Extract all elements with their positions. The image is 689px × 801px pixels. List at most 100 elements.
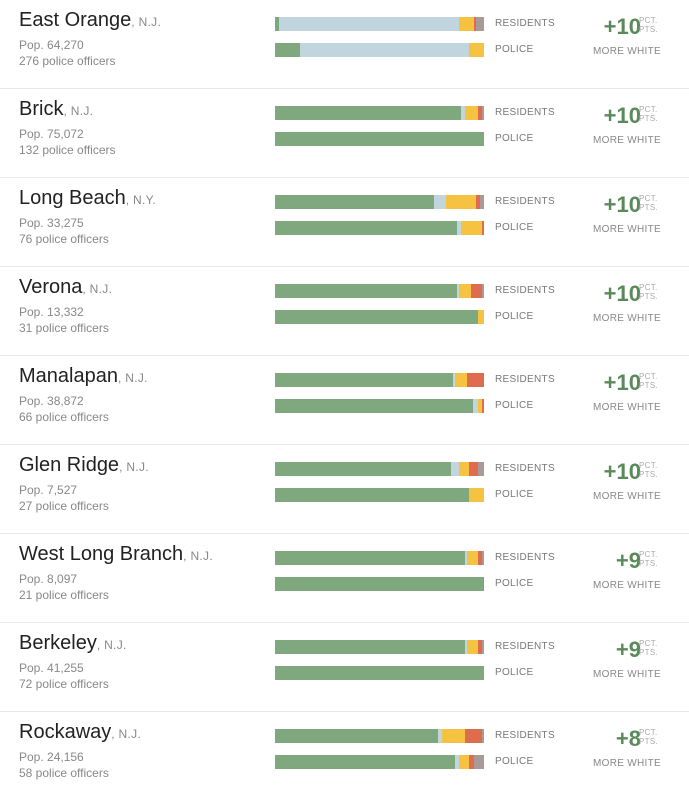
unit-line-2: PTS. [639, 470, 658, 479]
city-state: N.J. [126, 460, 149, 474]
police-segment-white [275, 488, 470, 502]
residents-bar [275, 106, 484, 120]
city-row: Verona, N.J. Pop. 13,332 31 police officer… [0, 267, 689, 356]
city-heading: East Orange, N.J. [19, 9, 161, 32]
change-unit: PCT. PTS. [639, 105, 661, 123]
change-unit: PCT. PTS. [639, 639, 661, 657]
officers-text: 76 police officers [19, 232, 109, 246]
city-row: West Long Branch, N.J. Pop. 8,097 21 polic… [0, 534, 689, 623]
unit-line-1: PCT. [639, 194, 658, 203]
more-white-label: MORE WHITE [593, 224, 661, 235]
residents-segment-hispanic [433, 195, 447, 209]
city-name: Long Beach [19, 187, 126, 209]
residents-segment-white [275, 284, 457, 298]
change-indicator: +10 PCT. PTS. MORE WHITE [567, 279, 677, 339]
residents-segment-black [454, 373, 468, 387]
police-segment-asian [481, 221, 484, 235]
city-row: Manalapan, N.J. Pop. 38,872 66 police offi… [0, 356, 689, 445]
residents-label: RESIDENTS [495, 196, 555, 207]
more-white-label: MORE WHITE [593, 46, 661, 57]
change-indicator: +10 PCT. PTS. MORE WHITE [567, 12, 677, 72]
residents-segment-asian [469, 462, 478, 476]
police-segment-black [477, 310, 484, 324]
city-name: West Long Branch [19, 543, 184, 565]
police-bar [275, 666, 484, 680]
police-label: POLICE [495, 756, 534, 767]
residents-label: RESIDENTS [495, 730, 555, 741]
unit-line-1: PCT. [639, 105, 658, 114]
unit-line-2: PTS. [639, 648, 658, 657]
residents-segment-asian [477, 551, 482, 565]
change-indicator: +10 PCT. PTS. MORE WHITE [567, 101, 677, 161]
unit-line-2: PTS. [639, 114, 658, 123]
change-indicator: +10 PCT. PTS. MORE WHITE [567, 368, 677, 428]
residents-segment-other [481, 106, 484, 120]
residents-segment-asian [471, 284, 482, 298]
city-heading: Verona, N.J. [19, 276, 112, 299]
city-row: East Orange, N.J. Pop. 64,270 276 police o… [0, 0, 689, 89]
police-label: POLICE [495, 667, 534, 678]
residents-segment-other [481, 640, 484, 654]
police-segment-white [275, 577, 484, 591]
city-separator: , [119, 460, 127, 474]
city-separator: , [125, 193, 134, 207]
city-state: N.J. [70, 104, 94, 118]
residents-segment-asian [467, 373, 484, 387]
residents-bar [275, 17, 484, 31]
city-state: N.Y. [133, 193, 157, 207]
unit-line-1: PCT. [639, 16, 658, 25]
city-row: Brick, N.J. Pop. 75,072 132 police officer… [0, 89, 689, 178]
residents-bar [275, 729, 484, 743]
officers-text: 276 police officers [19, 54, 116, 68]
city-row: Berkeley, N.J. Pop. 41,255 72 police offic… [0, 623, 689, 712]
police-segment-white [275, 43, 301, 57]
city-name: Glen Ridge [19, 454, 120, 476]
residents-label: RESIDENTS [495, 641, 555, 652]
residents-segment-other [479, 195, 484, 209]
unit-line-1: PCT. [639, 728, 658, 737]
residents-segment-black [467, 640, 478, 654]
officers-text: 27 police officers [19, 499, 109, 513]
unit-line-2: PTS. [639, 203, 658, 212]
change-indicator: +10 PCT. PTS. MORE WHITE [567, 457, 677, 517]
change-value: +9 [615, 637, 641, 662]
residents-label: RESIDENTS [495, 107, 555, 118]
police-segment-hispanic [454, 755, 459, 769]
city-heading: Rockaway, N.J. [19, 721, 141, 744]
more-white-label: MORE WHITE [593, 491, 661, 502]
police-bar [275, 43, 484, 57]
police-bar [275, 488, 484, 502]
city-name: East Orange [19, 9, 132, 31]
police-bar [275, 310, 484, 324]
change-value: +10 [603, 103, 641, 128]
unit-line-2: PTS. [639, 292, 658, 301]
city-name: Verona [19, 276, 83, 298]
change-value: +8 [615, 726, 641, 751]
city-row: Long Beach, N.Y. Pop. 33,275 76 police off… [0, 178, 689, 267]
city-state: N.J. [190, 549, 213, 563]
residents-segment-other [481, 729, 484, 743]
unit-line-1: PCT. [639, 639, 658, 648]
population-text: Pop. 41,255 [19, 661, 84, 675]
residents-segment-hispanic [465, 551, 468, 565]
more-white-label: MORE WHITE [593, 758, 661, 769]
police-label: POLICE [495, 578, 534, 589]
city-heading: Berkeley, N.J. [19, 632, 127, 655]
officers-text: 66 police officers [19, 410, 109, 424]
officers-text: 72 police officers [19, 677, 109, 691]
unit-line-1: PCT. [639, 283, 658, 292]
police-segment-black [469, 43, 484, 57]
residents-segment-white [275, 551, 466, 565]
change-value: +10 [603, 192, 641, 217]
residents-segment-hispanic [465, 640, 468, 654]
city-separator: , [96, 638, 105, 652]
police-segment-white [275, 221, 457, 235]
city-name: Berkeley [19, 632, 97, 654]
city-name: Brick [19, 98, 64, 120]
city-heading: Long Beach, N.Y. [19, 187, 156, 210]
residents-segment-asian [465, 729, 482, 743]
change-unit: PCT. PTS. [639, 550, 661, 568]
change-unit: PCT. PTS. [639, 728, 661, 746]
unit-line-2: PTS. [639, 25, 658, 34]
change-value: +10 [603, 370, 641, 395]
